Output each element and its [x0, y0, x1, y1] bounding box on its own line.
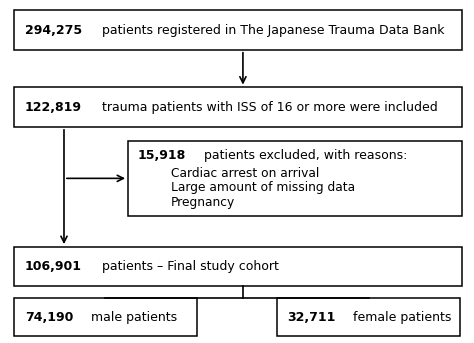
FancyBboxPatch shape [14, 87, 462, 127]
Text: patients registered in The Japanese Trauma Data Bank: patients registered in The Japanese Trau… [99, 24, 445, 36]
Text: 122,819: 122,819 [25, 101, 82, 114]
FancyBboxPatch shape [14, 10, 462, 50]
Text: female patients: female patients [349, 311, 452, 324]
Text: patients excluded, with reasons:: patients excluded, with reasons: [200, 149, 407, 162]
Text: Large amount of missing data: Large amount of missing data [171, 181, 355, 194]
Text: male patients: male patients [87, 311, 177, 324]
FancyBboxPatch shape [14, 298, 197, 336]
Text: 32,711: 32,711 [287, 311, 335, 324]
Text: trauma patients with ISS of 16 or more were included: trauma patients with ISS of 16 or more w… [98, 101, 438, 114]
Text: 106,901: 106,901 [25, 260, 82, 273]
FancyBboxPatch shape [128, 141, 462, 216]
Text: patients – Final study cohort: patients – Final study cohort [98, 260, 279, 273]
Text: 294,275: 294,275 [25, 24, 82, 36]
Text: Pregnancy: Pregnancy [171, 196, 235, 209]
Text: 74,190: 74,190 [25, 311, 73, 324]
Text: 15,918: 15,918 [137, 149, 186, 162]
FancyBboxPatch shape [277, 298, 460, 336]
Text: Cardiac arrest on arrival: Cardiac arrest on arrival [171, 167, 319, 180]
FancyBboxPatch shape [14, 247, 462, 286]
